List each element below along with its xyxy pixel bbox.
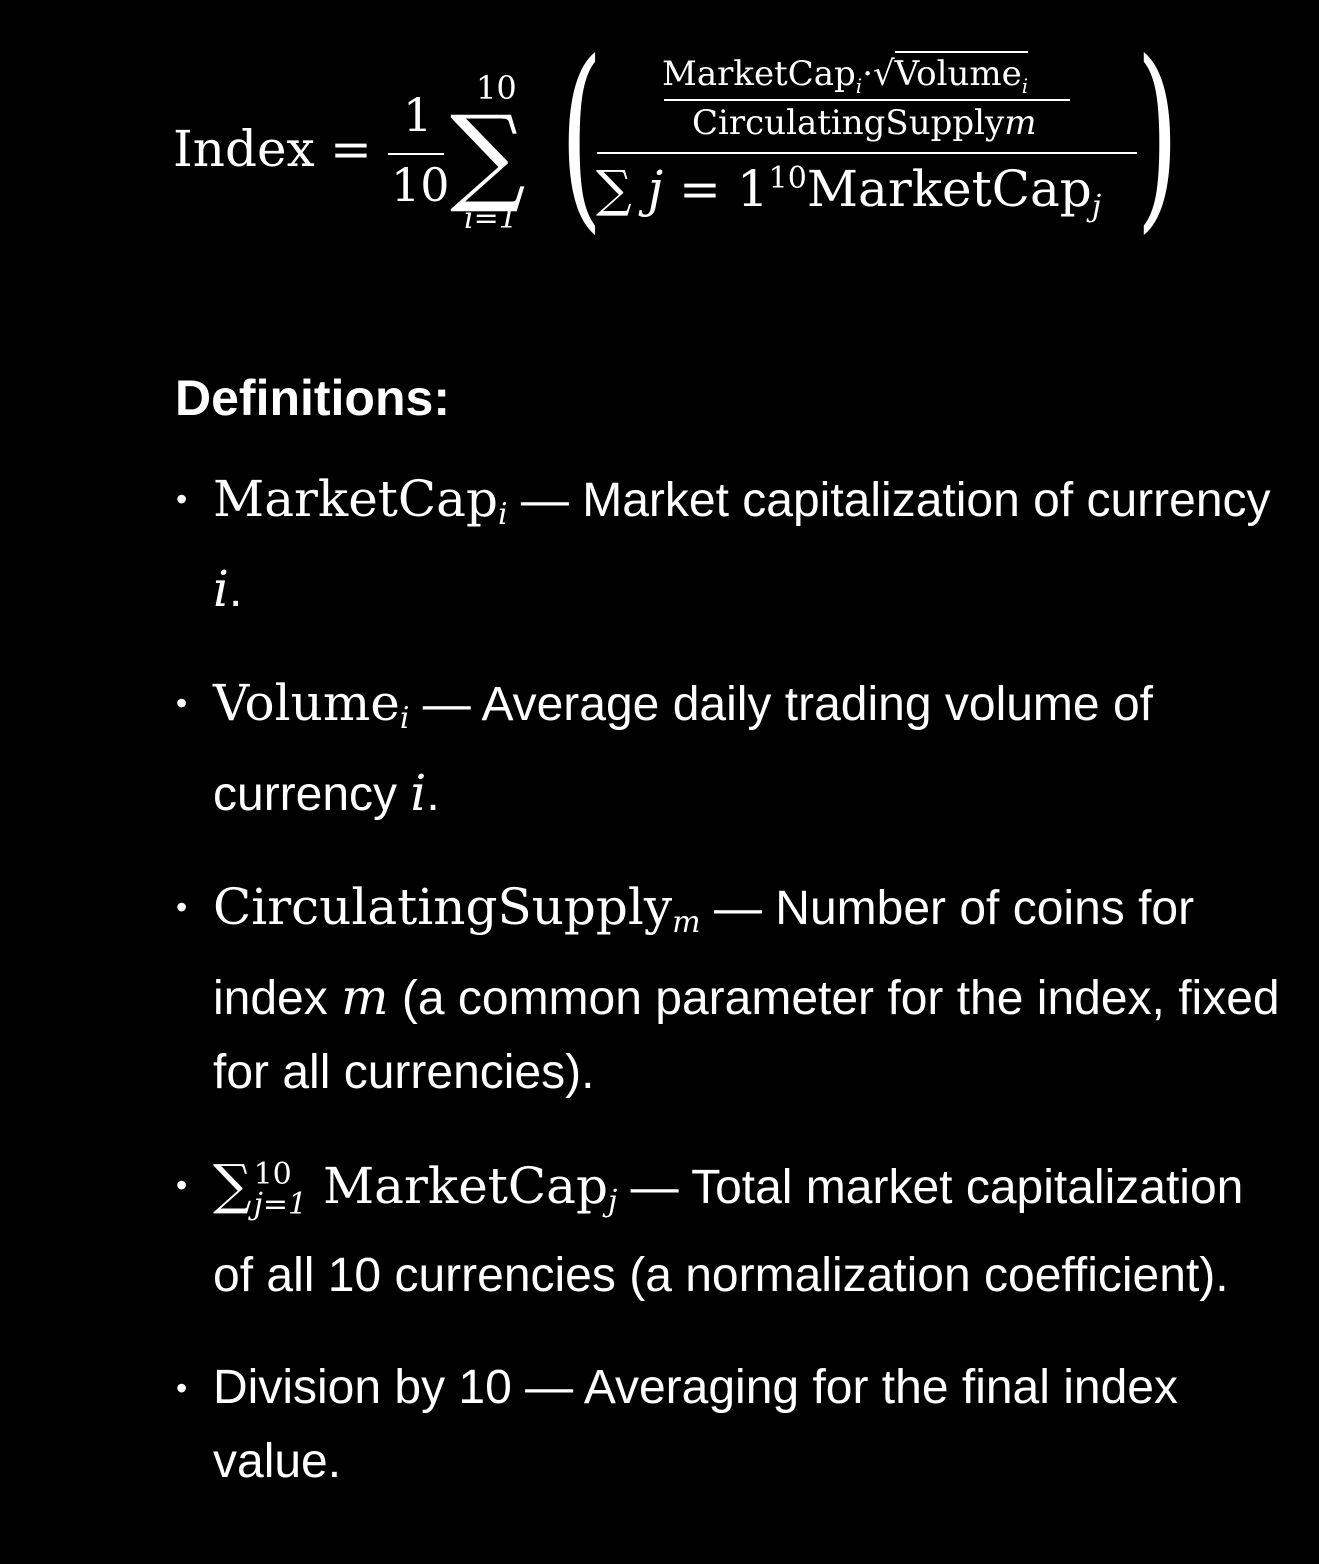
bullet-icon: • <box>176 1167 188 1203</box>
inner-numerator: MarketCapi·√Volumei <box>662 51 1029 98</box>
outer-sum-symbol: ∑ <box>596 160 632 218</box>
definition-var: m <box>341 968 389 1026</box>
sum-upper-limit: 10 <box>476 69 517 107</box>
definition-text: — Average daily trading volume of curren… <box>213 678 1153 821</box>
right-parenthesis: ) <box>1136 19 1179 252</box>
definition-var: i <box>213 560 229 618</box>
definition-item-total-marketcap: • ∑ 10 j=1 MarketCapj — Total market capit… <box>170 1148 1290 1313</box>
bullet-icon: • <box>176 481 188 517</box>
fraction-numerator: 1 <box>403 88 433 142</box>
fraction-bar <box>388 153 444 155</box>
inner-supply: CirculatingSupply <box>692 103 1005 143</box>
inner-volume-sub: i <box>1021 73 1029 98</box>
outer-denominator: ∑ j = 110MarketCapj <box>596 164 1101 222</box>
inner-dot: · <box>862 54 873 94</box>
outer-eq: = <box>679 160 721 218</box>
definition-text: — Number of coins for index <box>213 882 1195 1025</box>
definition-text: — Market capitalization of currency <box>507 474 1271 527</box>
outer-one: 1 <box>736 160 769 218</box>
definition-item-supply: • CirculatingSupplym — Number of coins f… <box>170 870 1290 1110</box>
definition-symbol: ∑ 10 j=1 MarketCapj <box>213 1153 618 1222</box>
outer-sub: j <box>1091 189 1102 224</box>
inner-marketcap-sub: i <box>855 73 863 98</box>
sum-lower-limit: i=1 <box>464 201 518 236</box>
outer-sup: 10 <box>768 161 807 196</box>
radical-sign: √ <box>873 54 895 94</box>
index-formula: Index = 1 10 10 ∑ i=1 ( ) MarketCapi·√Vo… <box>0 0 1319 300</box>
definition-text: Division by 10 — Averaging for the final… <box>213 1361 1178 1488</box>
definitions-list: • MarketCapi — Market capitalization of … <box>170 462 1290 1537</box>
definition-symbol: Volumei <box>213 674 410 736</box>
definition-var: i <box>410 764 427 822</box>
sum-symbol: ∑ <box>450 93 526 216</box>
outer-j: j <box>647 160 664 218</box>
inner-denominator: CirculatingSupplym <box>692 106 1036 140</box>
formula-equals: = <box>330 120 372 178</box>
formula-lhs: Index <box>173 120 315 178</box>
definition-item-marketcap: • MarketCapi — Market capitalization of … <box>170 462 1290 628</box>
bullet-icon: • <box>176 685 188 721</box>
definition-text: — Total market capitalization of all 10 … <box>213 1161 1244 1302</box>
definitions-heading: Definitions: <box>175 370 450 426</box>
left-parenthesis: ( <box>560 19 603 252</box>
bullet-icon: • <box>176 889 188 925</box>
definition-symbol: MarketCapi <box>213 470 508 532</box>
definition-item-division: • Division by 10 — Averaging for the fin… <box>170 1351 1290 1499</box>
inner-fraction-bar <box>664 99 1070 101</box>
fraction-denominator: 10 <box>391 158 450 212</box>
inner-supply-m: m <box>1004 103 1037 143</box>
definition-item-volume: • Volumei — Average daily trading volume… <box>170 666 1290 832</box>
inner-volume: Volume <box>894 54 1022 94</box>
definition-symbol: CirculatingSupplym <box>213 878 701 940</box>
main-fraction-bar <box>597 152 1137 154</box>
bullet-icon: • <box>176 1370 188 1406</box>
inner-marketcap: MarketCap <box>662 54 856 94</box>
outer-marketcap: MarketCap <box>806 160 1092 218</box>
